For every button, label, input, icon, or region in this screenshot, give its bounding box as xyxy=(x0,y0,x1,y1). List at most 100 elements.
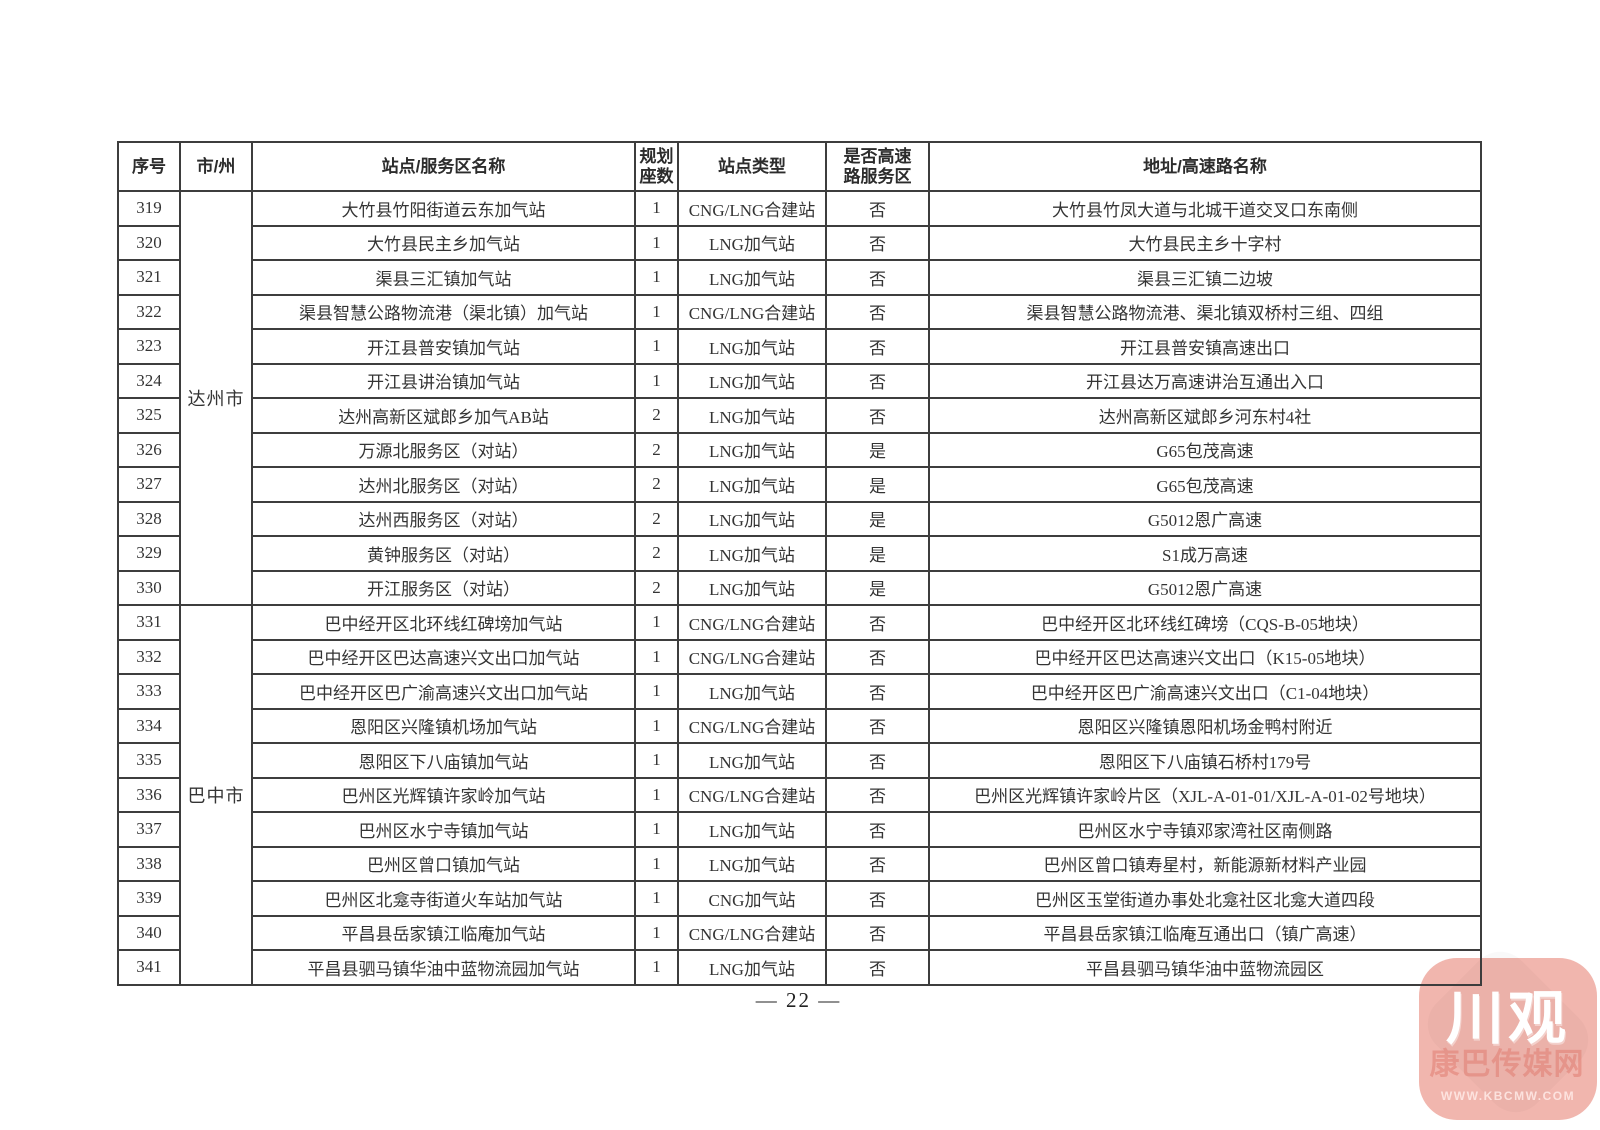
row-index-cell: 331 xyxy=(117,604,181,641)
row-index-cell: 320 xyxy=(117,224,181,261)
address-cell: 大竹县民主乡十字村 xyxy=(928,224,1482,261)
row-index-cell: 336 xyxy=(117,776,181,813)
is-highway-service-cell: 否 xyxy=(825,949,930,986)
table-row: 329 黄钟服务区（对站） 2 LNG加气站是 S1成万高速 xyxy=(117,535,1482,572)
table-row: 339 巴州区北龛寺街道火车站加气站 1 CNG加气站否巴州区玉堂街道办事处北龛社区北… xyxy=(117,880,1482,917)
is-highway-service-cell: 否 xyxy=(825,328,930,365)
station-table-container: 序号 市/州 站点/服务区名称 规划 座数 站点类型 是否高速 路服务区 地址/… xyxy=(117,141,1482,986)
header-row: 序号 市/州 站点/服务区名称 规划 座数 站点类型 是否高速 路服务区 地址/… xyxy=(117,141,1482,192)
station-type-cell: CNG/LNG合建站 xyxy=(677,293,827,330)
planned-seats-cell: 1 xyxy=(634,914,679,951)
planned-seats-cell: 1 xyxy=(634,707,679,744)
is-highway-service-cell: 否 xyxy=(825,224,930,261)
row-index-cell: 338 xyxy=(117,845,181,882)
station-type-cell: LNG加气站 xyxy=(677,845,827,882)
station-table: 序号 市/州 站点/服务区名称 规划 座数 站点类型 是否高速 路服务区 地址/… xyxy=(117,141,1482,986)
watermark-url: WWW.KBCMW.COM xyxy=(1440,1089,1576,1103)
header-station-name: 站点/服务区名称 xyxy=(251,141,636,192)
address-cell: 巴州区水宁寺镇邓家湾社区南侧路 xyxy=(928,811,1482,848)
is-highway-service-cell: 是 xyxy=(825,466,930,503)
planned-seats-cell: 1 xyxy=(634,328,679,365)
station-name-cell: 恩阳区兴隆镇机场加气站 xyxy=(251,707,636,744)
station-type-cell: CNG/LNG合建站 xyxy=(677,638,827,675)
address-cell: 开江县达万高速讲治互通出入口 xyxy=(928,362,1482,399)
watermark-logo-text: 川观 xyxy=(1445,986,1570,1051)
address-cell: 巴中经开区北环线红碑塝（CQS-B-05地块） xyxy=(928,604,1482,641)
is-highway-service-cell: 否 xyxy=(825,190,930,227)
planned-seats-cell: 2 xyxy=(634,431,679,468)
station-name-cell: 巴中经开区巴达高速兴文出口加气站 xyxy=(251,638,636,675)
station-type-cell: LNG加气站 xyxy=(677,535,827,572)
planned-seats-cell: 1 xyxy=(634,880,679,917)
table-row: 337 巴州区水宁寺镇加气站 1 LNG加气站否巴州区水宁寺镇邓家湾社区南侧路 xyxy=(117,811,1482,848)
address-cell: G5012恩广高速 xyxy=(928,569,1482,606)
row-index-cell: 330 xyxy=(117,569,181,606)
planned-seats-cell: 1 xyxy=(634,949,679,986)
row-index-cell: 327 xyxy=(117,466,181,503)
is-highway-service-cell: 否 xyxy=(825,604,930,641)
station-type-cell: CNG/LNG合建站 xyxy=(677,604,827,641)
address-cell: 巴中经开区巴广渝高速兴文出口（C1-04地块） xyxy=(928,673,1482,710)
station-name-cell: 大竹县竹阳街道云东加气站 xyxy=(251,190,636,227)
planned-seats-cell: 1 xyxy=(634,776,679,813)
planned-seats-cell: 1 xyxy=(634,673,679,710)
planned-seats-cell: 1 xyxy=(634,638,679,675)
table-row: 338 巴州区曾口镇加气站 1 LNG加气站否巴州区曾口镇寿星村，新能源新材料产业园 xyxy=(117,845,1482,882)
station-name-cell: 巴州区曾口镇加气站 xyxy=(251,845,636,882)
station-type-cell: LNG加气站 xyxy=(677,466,827,503)
station-name-cell: 达州北服务区（对站） xyxy=(251,466,636,503)
planned-seats-cell: 1 xyxy=(634,845,679,882)
planned-seats-cell: 2 xyxy=(634,466,679,503)
watermark-background xyxy=(1419,958,1597,1120)
station-name-cell: 万源北服务区（对站） xyxy=(251,431,636,468)
station-name-cell: 巴中经开区北环线红碑塝加气站 xyxy=(251,604,636,641)
table-row: 341 平昌县驷马镇华油中蓝物流园加气站 1 LNG加气站否平昌县驷马镇华油中蓝物流园… xyxy=(117,949,1482,986)
table-row: 322 渠县智慧公路物流港（渠北镇）加气站 1 CNG/LNG合建站否渠县智慧公路物流… xyxy=(117,293,1482,330)
station-type-cell: LNG加气站 xyxy=(677,569,827,606)
header-city: 市/州 xyxy=(179,141,253,192)
address-cell: G65包茂高速 xyxy=(928,466,1482,503)
station-name-cell: 开江县讲治镇加气站 xyxy=(251,362,636,399)
planned-seats-cell: 1 xyxy=(634,362,679,399)
is-highway-service-cell: 否 xyxy=(825,362,930,399)
header-planned-seats: 规划 座数 xyxy=(634,141,679,192)
table-row: 319 达州市 大竹县竹阳街道云东加气站 1 CNG/LNG合建站否大竹县竹凤大道与北城… xyxy=(117,190,1482,606)
station-type-cell: CNG加气站 xyxy=(677,880,827,917)
planned-seats-cell: 2 xyxy=(634,500,679,537)
station-name-cell: 达州西服务区（对站） xyxy=(251,500,636,537)
table-row: 330 开江服务区（对站） 2 LNG加气站是 G5012恩广高速 xyxy=(117,569,1482,606)
row-index-cell: 339 xyxy=(117,880,181,917)
row-index-cell: 321 xyxy=(117,259,181,296)
is-highway-service-cell: 否 xyxy=(825,397,930,434)
table-row: 332 巴中经开区巴达高速兴文出口加气站 1 CNG/LNG合建站否巴中经开区巴达高速… xyxy=(117,638,1482,675)
station-name-cell: 巴州区北龛寺街道火车站加气站 xyxy=(251,880,636,917)
station-name-cell: 平昌县岳家镇江临庵加气站 xyxy=(251,914,636,951)
row-index-cell: 328 xyxy=(117,500,181,537)
table-body: 319 达州市 大竹县竹阳街道云东加气站 1 CNG/LNG合建站否大竹县竹凤大道与北城… xyxy=(117,190,1482,986)
row-index-cell: 333 xyxy=(117,673,181,710)
planned-seats-cell: 1 xyxy=(634,190,679,227)
station-type-cell: LNG加气站 xyxy=(677,811,827,848)
row-index-cell: 341 xyxy=(117,949,181,986)
table-row: 327 达州北服务区（对站） 2 LNG加气站是 G65包茂高速 xyxy=(117,466,1482,503)
station-type-cell: LNG加气站 xyxy=(677,431,827,468)
is-highway-service-cell: 否 xyxy=(825,638,930,675)
table-row: 336 巴州区光辉镇许家岭加气站 1 CNG/LNG合建站否巴州区光辉镇许家岭片区（X… xyxy=(117,776,1482,813)
station-name-cell: 巴州区水宁寺镇加气站 xyxy=(251,811,636,848)
station-name-cell: 巴州区光辉镇许家岭加气站 xyxy=(251,776,636,813)
address-cell: 渠县智慧公路物流港、渠北镇双桥村三组、四组 xyxy=(928,293,1482,330)
planned-seats-cell: 1 xyxy=(634,604,679,641)
row-index-cell: 340 xyxy=(117,914,181,951)
table-row: 321 渠县三汇镇加气站 1 LNG加气站否渠县三汇镇二边坡 xyxy=(117,259,1482,296)
address-cell: S1成万高速 xyxy=(928,535,1482,572)
planned-seats-cell: 2 xyxy=(634,535,679,572)
table-row: 323 开江县普安镇加气站 1 LNG加气站否开江县普安镇高速出口 xyxy=(117,328,1482,365)
table-row: 340 平昌县岳家镇江临庵加气站 1 CNG/LNG合建站否平昌县岳家镇江临庵互通出口… xyxy=(117,914,1482,951)
station-type-cell: LNG加气站 xyxy=(677,673,827,710)
planned-seats-cell: 1 xyxy=(634,742,679,779)
planned-seats-cell: 2 xyxy=(634,569,679,606)
station-type-cell: LNG加气站 xyxy=(677,362,827,399)
is-highway-service-cell: 否 xyxy=(825,914,930,951)
site-watermark: 川观 康巴传媒网 WWW.KBCMW.COM xyxy=(1419,958,1597,1120)
